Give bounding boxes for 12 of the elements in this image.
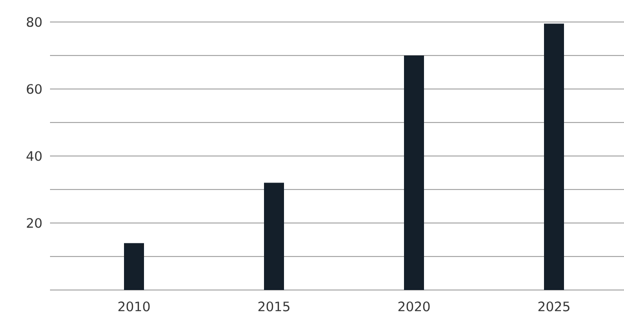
y-tick-label: 80 [26,17,42,27]
bar [404,56,424,290]
y-tick-label: 40 [26,151,42,161]
x-tick-label: 2020 [398,302,430,312]
bar [544,24,564,290]
y-tick-label: 60 [26,84,42,94]
y-tick-label: 20 [26,218,42,228]
x-tick-label: 2025 [538,302,570,312]
bar [124,243,144,290]
x-tick-label: 2015 [258,302,290,312]
x-tick-label: 2010 [118,302,150,312]
bar [264,182,284,290]
